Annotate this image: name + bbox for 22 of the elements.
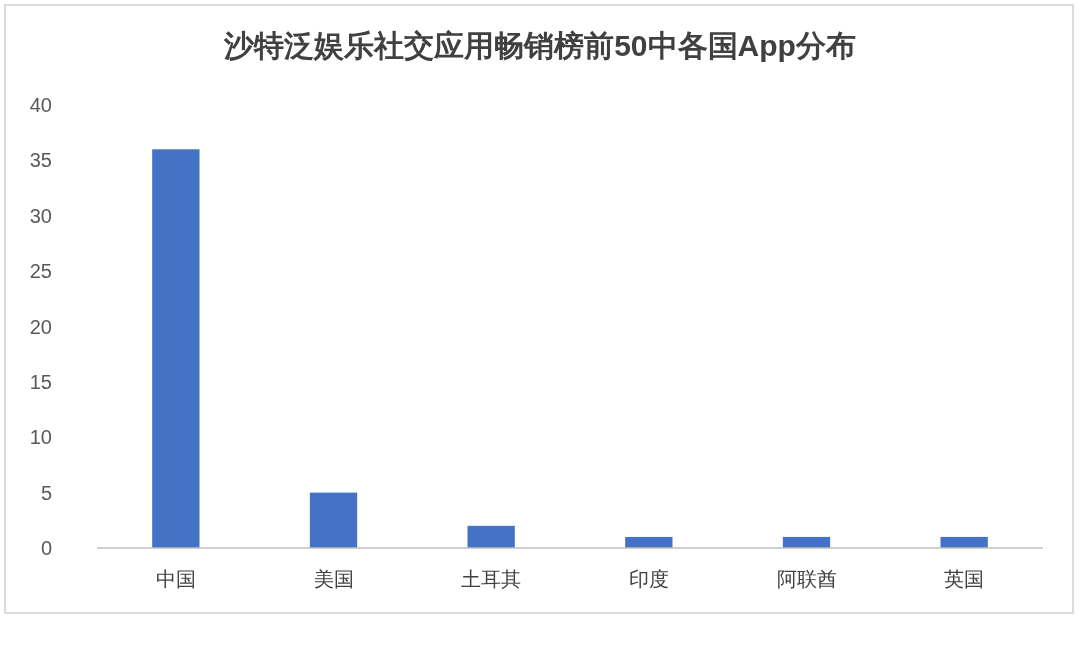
y-tick-label: 25 bbox=[29, 260, 52, 283]
x-tick-label: 美国 bbox=[313, 568, 354, 590]
bar bbox=[940, 536, 988, 548]
x-tick-label: 土耳其 bbox=[461, 568, 522, 590]
y-tick-label: 40 bbox=[29, 94, 52, 116]
y-tick-label: 15 bbox=[29, 370, 52, 393]
x-tick-label: 中国 bbox=[155, 568, 196, 590]
y-tick-label: 5 bbox=[40, 481, 52, 504]
y-tick-label: 10 bbox=[29, 426, 52, 449]
x-tick-label: 阿联酋 bbox=[776, 568, 837, 590]
bar bbox=[152, 149, 200, 548]
y-tick-label: 30 bbox=[29, 204, 52, 227]
chart-title: 沙特泛娱乐社交应用畅销榜前50中各国App分布 bbox=[223, 29, 856, 62]
x-tick-label: 英国 bbox=[944, 568, 985, 590]
bar bbox=[467, 525, 515, 548]
x-tick-label: 印度 bbox=[628, 568, 669, 590]
y-tick-label: 35 bbox=[29, 149, 52, 172]
y-tick-label: 0 bbox=[40, 537, 52, 559]
y-tick-label: 20 bbox=[29, 315, 52, 338]
bar bbox=[782, 536, 831, 548]
bar bbox=[625, 536, 673, 548]
bar bbox=[309, 492, 358, 548]
